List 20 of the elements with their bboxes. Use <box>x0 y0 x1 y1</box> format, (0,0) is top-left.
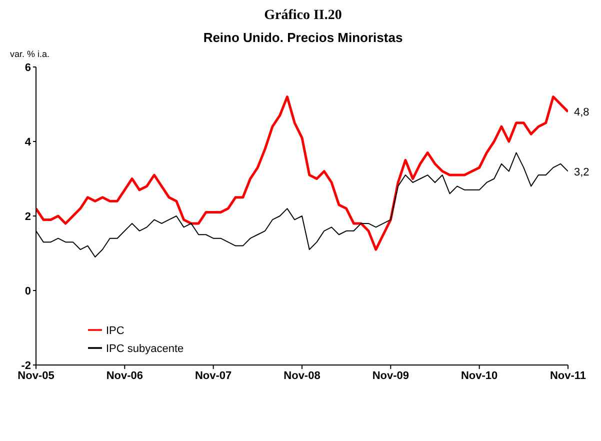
y-tick-label: 6 <box>24 62 31 74</box>
y-axis-title: var. % i.a. <box>10 49 51 59</box>
x-tick-label: Nov-06 <box>106 370 144 382</box>
y-tick-label: 4 <box>24 136 32 148</box>
chart-title: Gráfico II.20 <box>263 8 343 24</box>
legend-label: IPC <box>106 325 124 337</box>
data-label: 4,8 <box>574 106 590 119</box>
x-tick-label: Nov-09 <box>372 370 410 382</box>
legend-label: IPC subyacente <box>106 343 184 355</box>
y-tick-label: 2 <box>24 210 31 223</box>
line-series <box>36 96 568 251</box>
y-tick-label: 0 <box>24 285 31 298</box>
x-tick-label: Nov-10 <box>460 370 498 382</box>
x-tick-label: Nov-11 <box>550 370 586 382</box>
chart-subtitle: Reino Unido. Precios Minoristas <box>202 30 404 45</box>
y-tick-label: -2 <box>21 360 31 372</box>
x-tick-label: Nov-08 <box>284 370 320 382</box>
x-tick-label: Nov-05 <box>18 370 54 382</box>
data-label: 3,2 <box>574 166 590 178</box>
x-tick-label: Nov-07 <box>194 370 232 382</box>
